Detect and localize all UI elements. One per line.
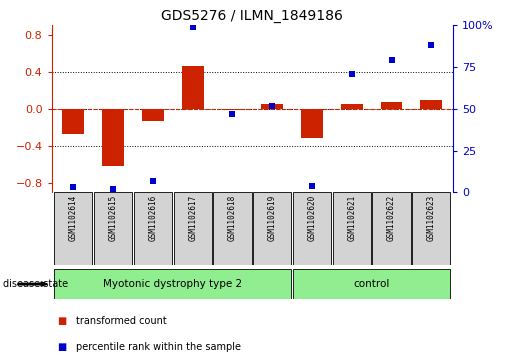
Text: GSM1102620: GSM1102620 [307,195,317,241]
Point [387,58,396,64]
Point [308,183,316,189]
Title: GDS5276 / ILMN_1849186: GDS5276 / ILMN_1849186 [161,9,344,23]
Bar [221,109,244,110]
Bar [420,99,442,109]
Text: Myotonic dystrophy type 2: Myotonic dystrophy type 2 [103,279,243,289]
Text: GSM1102614: GSM1102614 [69,195,78,241]
Text: control: control [353,279,390,289]
Text: GSM1102616: GSM1102616 [148,195,158,241]
Bar [142,109,164,121]
Bar [102,109,124,166]
Text: GSM1102619: GSM1102619 [268,195,277,241]
Text: GSM1102621: GSM1102621 [347,195,356,241]
Text: percentile rank within the sample: percentile rank within the sample [76,342,241,352]
Text: GSM1102617: GSM1102617 [188,195,197,241]
Text: transformed count: transformed count [76,316,167,326]
Text: ■: ■ [57,316,66,326]
Point [427,42,436,48]
Bar [54,269,291,299]
Bar [54,192,93,265]
Text: disease state: disease state [3,279,67,289]
Text: GSM1102622: GSM1102622 [387,195,396,241]
Bar [372,192,410,265]
Bar [213,192,251,265]
Bar [333,192,371,265]
Bar [301,109,323,138]
Bar [62,109,84,134]
Point [188,24,197,30]
Point [109,186,117,192]
Point [69,184,77,190]
Bar [261,104,283,109]
Text: GSM1102618: GSM1102618 [228,195,237,241]
Text: ■: ■ [57,342,66,352]
Bar [182,66,203,109]
Bar [253,192,291,265]
Point [348,71,356,77]
Point [268,103,277,109]
Bar [293,269,451,299]
Bar [381,102,403,109]
Bar [293,192,331,265]
Point [149,178,157,184]
Point [228,111,236,117]
Bar [134,192,172,265]
Text: GSM1102623: GSM1102623 [427,195,436,241]
Bar [94,192,132,265]
Bar [412,192,451,265]
Text: GSM1102615: GSM1102615 [109,195,117,241]
Bar [341,104,363,109]
Bar [174,192,212,265]
